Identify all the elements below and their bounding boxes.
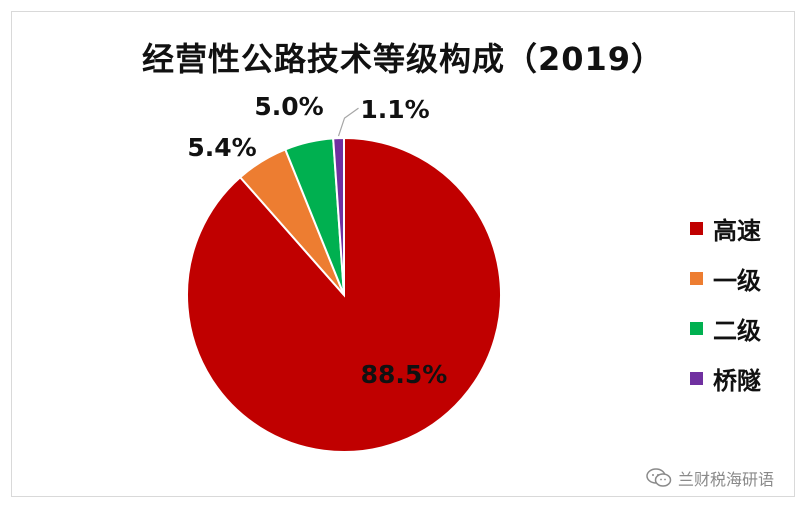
legend-swatch <box>690 321 703 335</box>
slice-gaosu <box>186 136 502 453</box>
chart-title: 经营性公路技术等级构成（2019） <box>141 40 665 78</box>
leader-line <box>337 107 359 137</box>
data-label-gaosu: 88.5% <box>361 360 448 389</box>
legend-item-gaosu: 高速 <box>690 203 761 253</box>
watermark: 兰财税海研语 <box>646 466 774 490</box>
data-label-qiaosui: 1.1% <box>360 95 429 124</box>
legend: 高速 一级 二级 桥隧 <box>690 203 761 403</box>
legend-item-yiji: 一级 <box>690 253 761 303</box>
legend-item-qiaosui: 桥隧 <box>690 353 761 403</box>
legend-swatch <box>690 271 703 285</box>
legend-label: 桥隧 <box>713 366 761 395</box>
legend-label: 一级 <box>713 266 761 295</box>
data-label-yiji: 5.4% <box>187 133 256 162</box>
legend-item-erji: 二级 <box>690 303 761 353</box>
data-label-erji: 5.0% <box>254 92 323 121</box>
watermark-text: 兰财税海研语 <box>678 470 775 489</box>
wechat-icon <box>646 468 672 487</box>
legend-swatch <box>690 221 703 235</box>
legend-label: 二级 <box>713 316 761 345</box>
legend-swatch <box>690 371 703 385</box>
legend-label: 高速 <box>713 216 761 245</box>
slice-qiaosui <box>332 136 345 296</box>
